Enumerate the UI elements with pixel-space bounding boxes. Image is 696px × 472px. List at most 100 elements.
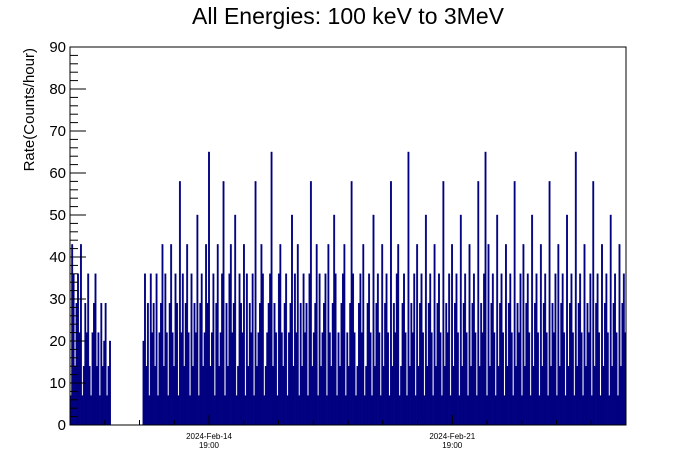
bar [369, 332, 372, 426]
bar [232, 303, 235, 426]
bar [528, 332, 531, 426]
bar [71, 244, 74, 426]
bar [478, 366, 481, 426]
bar [331, 303, 334, 426]
bar [164, 273, 167, 426]
bar [183, 366, 186, 426]
bar [225, 303, 228, 426]
bar [567, 366, 570, 426]
bar [553, 332, 555, 426]
bar [269, 273, 272, 426]
bar [414, 395, 417, 426]
y-tick-label: 40 [49, 249, 66, 266]
bar [168, 303, 171, 426]
bar [427, 303, 430, 426]
bar [190, 273, 193, 426]
bar [602, 366, 605, 426]
bar [585, 366, 587, 426]
bar [90, 395, 93, 426]
bar [617, 395, 619, 426]
bar [480, 303, 483, 426]
bar [539, 244, 542, 426]
bar [253, 395, 256, 426]
bar [579, 273, 582, 426]
bar [160, 303, 162, 426]
bar [448, 273, 451, 426]
bar [251, 273, 254, 426]
bar [178, 181, 181, 426]
bar [481, 332, 484, 426]
bar [289, 303, 292, 426]
bar [272, 366, 274, 426]
bar [302, 273, 305, 426]
bar [504, 244, 507, 426]
bar [372, 214, 375, 426]
bar [235, 395, 238, 426]
bar [162, 366, 165, 426]
data-bars [69, 151, 627, 426]
bar [422, 332, 424, 426]
bar [413, 273, 416, 426]
bar [279, 244, 282, 426]
bar [352, 273, 355, 426]
bar [240, 303, 242, 426]
bar [433, 244, 436, 426]
bar [592, 181, 595, 426]
bar [601, 244, 603, 426]
bar [608, 395, 611, 426]
bar [598, 332, 601, 426]
bar [305, 303, 308, 426]
bar [548, 181, 551, 426]
bar [84, 303, 87, 426]
bar [219, 332, 222, 426]
bar [78, 332, 81, 426]
bar [522, 244, 525, 426]
bar [410, 303, 413, 426]
bar [301, 366, 304, 426]
bar [490, 303, 493, 426]
bar [356, 366, 359, 426]
bar [587, 332, 590, 426]
bar [248, 303, 251, 426]
bar [241, 332, 244, 426]
bar [194, 332, 197, 426]
bar [561, 273, 564, 426]
bar [197, 395, 200, 426]
bar [346, 332, 349, 426]
bar [324, 273, 327, 426]
bar [273, 303, 276, 426]
bar [212, 273, 215, 426]
bar [202, 366, 205, 426]
bar [155, 273, 158, 426]
bar [494, 395, 497, 426]
bar [615, 332, 618, 426]
bar [363, 395, 366, 426]
bar [609, 214, 612, 426]
bar [516, 303, 519, 426]
bar [570, 273, 573, 426]
bar [576, 366, 579, 426]
bar [288, 332, 290, 426]
bar [357, 303, 360, 426]
bar [395, 273, 398, 426]
bar [512, 395, 515, 426]
bar [158, 332, 161, 426]
bar [484, 151, 487, 426]
bar [200, 273, 203, 426]
bar [589, 273, 592, 426]
bar [577, 303, 580, 426]
bar [454, 303, 456, 426]
bar [270, 151, 273, 426]
bar [244, 395, 247, 426]
bar [234, 214, 237, 426]
bar [605, 273, 608, 426]
bar [91, 332, 94, 426]
bar [375, 303, 378, 426]
bar [534, 303, 536, 426]
bar [586, 303, 589, 426]
bar [420, 273, 423, 426]
bar [277, 273, 280, 426]
bar [325, 395, 328, 426]
bar [493, 332, 496, 426]
bar [81, 395, 84, 426]
